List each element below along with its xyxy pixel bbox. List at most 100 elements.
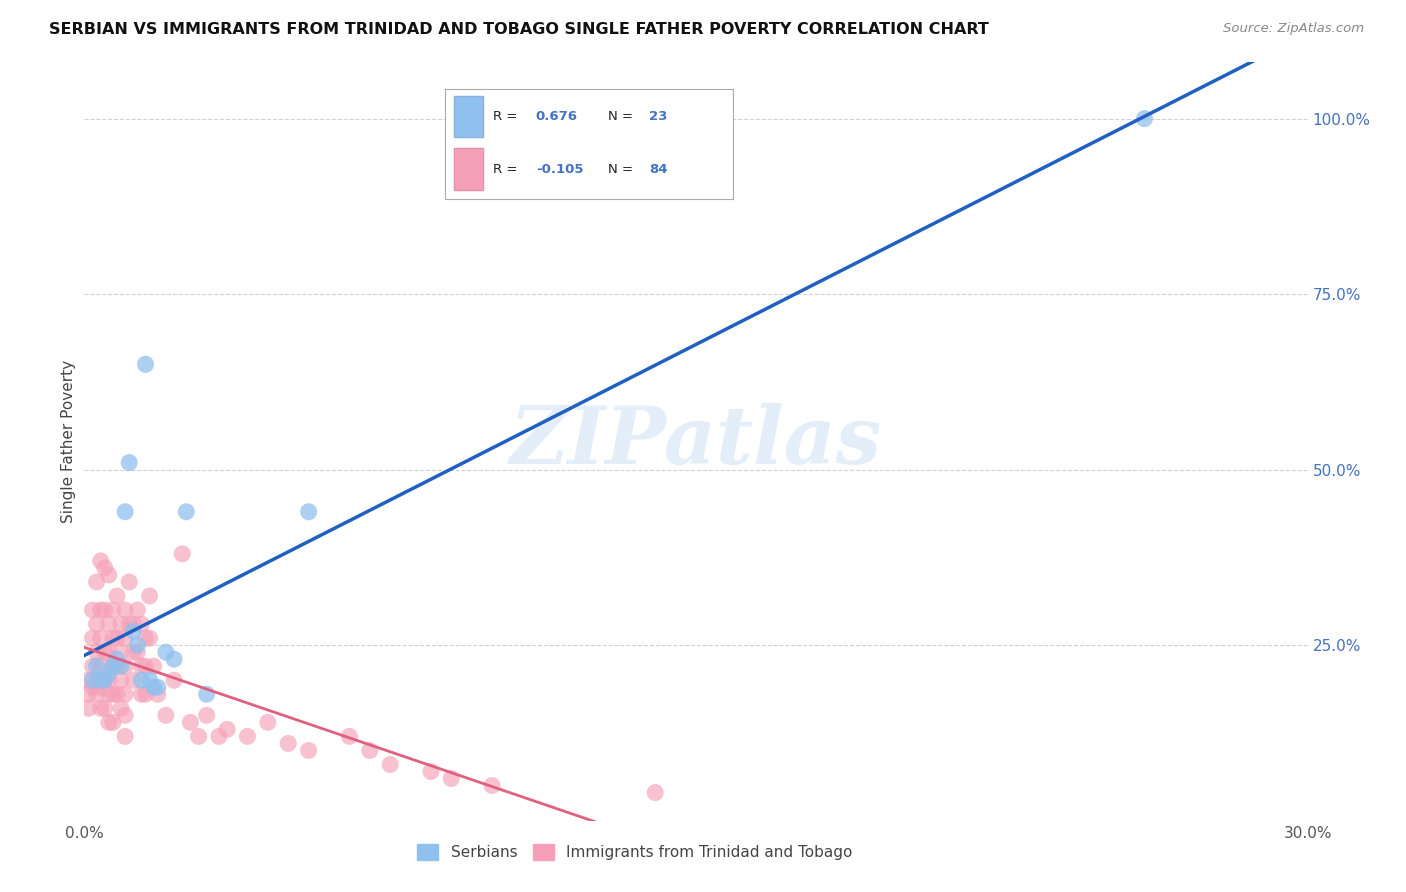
Point [110,617,132,632]
Y-axis label: Single Father Poverty: Single Father Poverty [60,360,76,523]
Point [277,736,299,750]
Point [195,687,218,701]
Point [208,730,231,744]
Point [135,659,157,673]
Point [339,730,361,744]
Point [118,456,141,470]
Point [82,659,104,673]
Point [105,659,128,673]
Point [481,779,503,793]
Point [135,357,157,371]
Point [77,701,100,715]
Point [187,730,209,744]
Point [174,505,197,519]
Point [90,554,112,568]
Point [142,659,165,673]
Point [257,715,280,730]
Point [146,687,169,701]
Text: ZIPatlas: ZIPatlas [510,403,882,480]
Point [86,659,108,673]
Point [97,673,120,688]
Point [93,701,115,715]
Point [82,673,104,688]
Point [90,659,112,673]
Point [420,764,443,779]
Point [86,645,108,659]
Point [93,673,115,688]
Point [127,645,149,659]
Point [97,666,120,681]
Point [93,673,115,688]
Point [114,708,136,723]
Point [93,561,115,575]
Point [122,673,145,688]
Point [131,673,153,688]
Point [138,673,160,688]
Point [298,743,321,757]
Point [110,673,132,688]
Point [105,687,128,701]
Point [97,568,120,582]
Point [359,743,381,757]
Point [105,589,128,603]
Point [77,687,100,701]
Point [114,631,136,645]
Point [380,757,402,772]
Point [101,687,124,701]
Point [163,673,186,688]
Point [298,505,321,519]
Point [135,687,157,701]
Point [138,631,160,645]
Text: SERBIAN VS IMMIGRANTS FROM TRINIDAD AND TOBAGO SINGLE FATHER POVERTY CORRELATION: SERBIAN VS IMMIGRANTS FROM TRINIDAD AND … [49,22,988,37]
Legend: Serbians, Immigrants from Trinidad and Tobago: Serbians, Immigrants from Trinidad and T… [411,838,859,866]
Point [131,659,153,673]
Point [142,680,165,694]
Point [122,645,145,659]
Point [97,617,120,632]
Point [86,617,108,632]
Point [110,645,132,659]
Point [146,680,169,694]
Point [135,631,157,645]
Text: Source: ZipAtlas.com: Source: ZipAtlas.com [1223,22,1364,36]
Point [138,589,160,603]
Point [114,687,136,701]
Point [90,603,112,617]
Point [86,574,108,589]
Point [236,730,259,744]
Point [172,547,194,561]
Point [118,574,141,589]
Point [86,687,108,701]
Point [127,638,149,652]
Point [110,701,132,715]
Point [105,652,128,666]
Point [105,631,128,645]
Point [114,505,136,519]
Point [440,772,463,786]
Point [90,701,112,715]
Point [101,715,124,730]
Point [86,673,108,688]
Point [110,659,132,673]
Point [131,617,153,632]
Point [93,603,115,617]
Point [179,715,201,730]
Point [101,659,124,673]
Point [644,786,666,800]
Point [114,603,136,617]
Point [101,631,124,645]
Point [127,603,149,617]
Point [90,680,112,694]
Point [122,624,145,639]
Point [122,617,145,632]
Point [114,659,136,673]
Point [195,708,218,723]
Point [131,687,153,701]
Point [217,723,239,737]
Point [82,603,104,617]
Point [114,730,136,744]
Point [101,603,124,617]
Point [155,708,177,723]
Point [97,715,120,730]
Point [118,617,141,632]
